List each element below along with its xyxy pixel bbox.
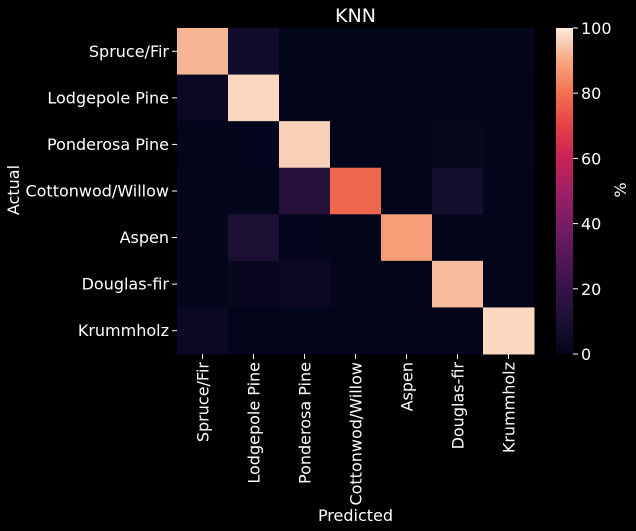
heatmap-cell	[432, 167, 484, 215]
heatmap-cell	[177, 214, 229, 262]
heatmap-cell	[279, 260, 331, 308]
heatmap-cell	[432, 121, 484, 169]
heatmap-cell	[330, 121, 382, 169]
x-tick-label: Spruce/Fir	[194, 362, 213, 443]
heatmap-cell	[483, 260, 535, 308]
heatmap-cell	[432, 307, 484, 355]
heatmap-cell	[279, 167, 331, 215]
x-tick-label: Aspen	[398, 362, 417, 411]
heatmap-cell	[381, 28, 433, 76]
heatmap-cell	[432, 260, 484, 308]
heatmap-cell	[381, 121, 433, 169]
heatmap-cell	[483, 307, 535, 355]
heatmap-cell	[279, 307, 331, 355]
chart-title: KNN	[335, 5, 376, 27]
x-axis-label: Predicted	[318, 506, 393, 525]
heatmap-cell	[381, 74, 433, 122]
heatmap-cells	[177, 28, 535, 355]
heatmap-cell	[228, 121, 280, 169]
heatmap-cell	[432, 214, 484, 262]
y-tick-label: Ponderosa Pine	[47, 135, 169, 154]
y-tick-label: Krummholz	[78, 321, 169, 340]
heatmap-cell	[279, 28, 331, 76]
x-tick-label: Krummholz	[500, 362, 519, 453]
y-tick-label: Aspen	[120, 228, 169, 247]
heatmap-cell	[483, 74, 535, 122]
heatmap-cell	[330, 74, 382, 122]
heatmap-cell	[330, 260, 382, 308]
colorbar-gradient	[556, 28, 573, 354]
x-tick-label: Douglas-fir	[449, 362, 468, 450]
heatmap-cell	[279, 214, 331, 262]
heatmap-cell	[483, 214, 535, 262]
heatmap-cell	[330, 214, 382, 262]
colorbar-tick-label: 0	[581, 345, 591, 364]
colorbar-tick-label: 40	[581, 215, 601, 234]
heatmap-cell	[177, 121, 229, 169]
y-tick-labels: Spruce/Fir Lodgepole Pine Ponderosa Pine Co…	[25, 42, 177, 340]
heatmap-cell	[228, 28, 280, 76]
heatmap-cell	[228, 74, 280, 122]
heatmap-cell	[483, 28, 535, 76]
heatmap-cell	[432, 74, 484, 122]
x-tick-labels: Spruce/Fir Lodgepole Pine Ponderosa Pine Co…	[194, 354, 519, 506]
heatmap-cell	[330, 167, 382, 215]
heatmap-cell	[381, 260, 433, 308]
x-tick-label: Lodgepole Pine	[245, 362, 264, 484]
heatmap-cell	[228, 214, 280, 262]
heatmap-cell	[228, 260, 280, 308]
y-axis-label: Actual	[4, 165, 23, 215]
colorbar-tick-label: 80	[581, 84, 601, 103]
colorbar-label: %	[611, 182, 630, 197]
x-tick-label: Ponderosa Pine	[296, 362, 315, 484]
y-tick-label: Douglas-fir	[82, 275, 170, 294]
y-tick-label: Spruce/Fir	[89, 42, 170, 61]
heatmap-cell	[483, 121, 535, 169]
heatmap-cell	[330, 28, 382, 76]
heatmap-cell	[177, 260, 229, 308]
heatmap-cell	[177, 28, 229, 76]
heatmap-cell	[177, 307, 229, 355]
heatmap-cell	[381, 167, 433, 215]
colorbar-tick-label: 20	[581, 280, 601, 299]
heatmap-cell	[228, 167, 280, 215]
y-tick-label: Cottonwod/Willow	[25, 182, 169, 201]
heatmap-cell	[483, 167, 535, 215]
heatmap-cell	[381, 214, 433, 262]
x-tick-label: Cottonwod/Willow	[347, 362, 366, 506]
heatmap-cell	[177, 74, 229, 122]
heatmap-cell	[381, 307, 433, 355]
y-tick-label: Lodgepole Pine	[47, 88, 169, 107]
heatmap-cell	[279, 74, 331, 122]
colorbar-tick-label: 60	[581, 149, 601, 168]
heatmap-cell	[228, 307, 280, 355]
colorbar-tick-label: 100	[581, 19, 612, 38]
heatmap-cell	[279, 121, 331, 169]
colorbar: 0 20 40 60 80 100	[556, 19, 612, 364]
heatmap-cell	[432, 28, 484, 76]
heatmap-cell	[330, 307, 382, 355]
heatmap-cell	[177, 167, 229, 215]
